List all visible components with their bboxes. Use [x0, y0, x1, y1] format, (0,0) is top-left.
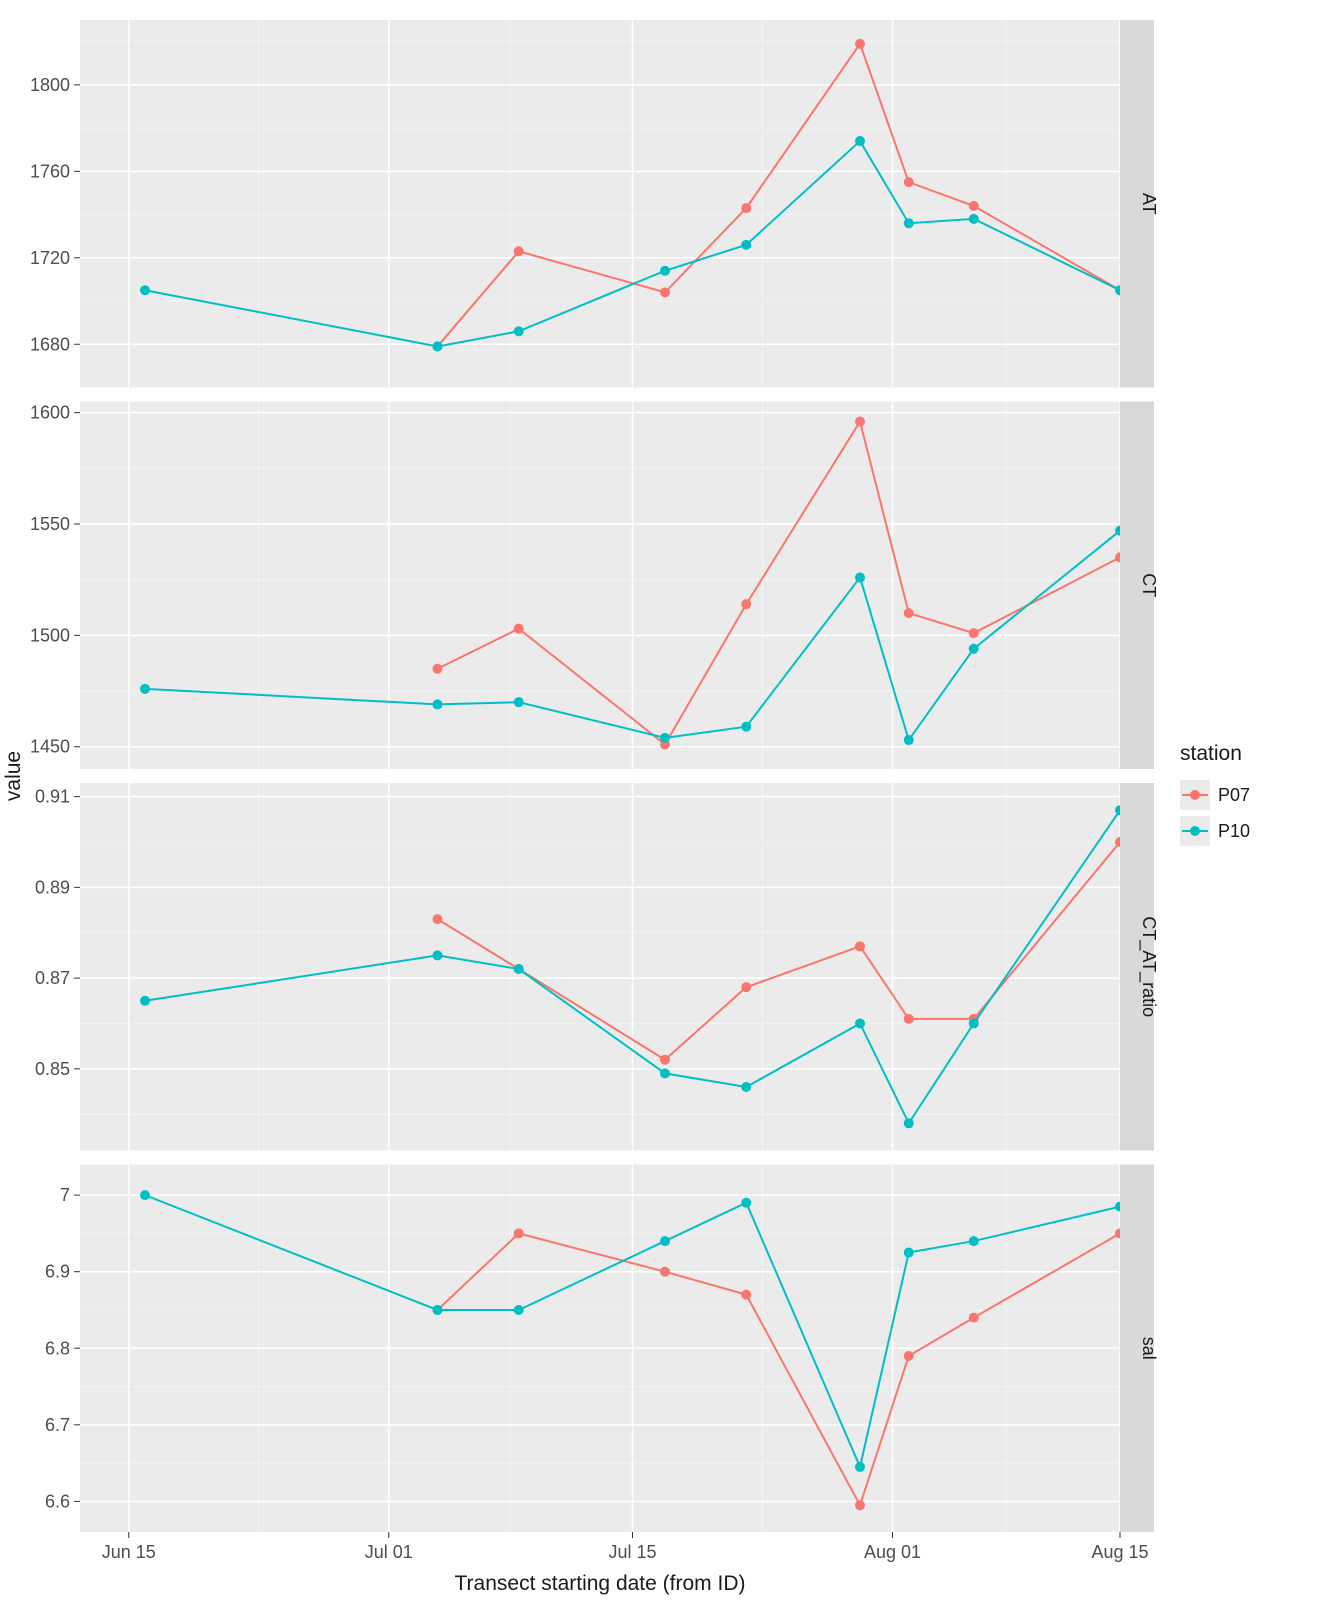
- ytick-label: 6.6: [45, 1491, 70, 1511]
- panel-sal: sal 6.6 6.7 6.8 6.9 7: [45, 1165, 1159, 1533]
- series-point-P10: [855, 1462, 865, 1472]
- series-point-P07: [904, 1351, 914, 1361]
- ytick-label: 1450: [30, 737, 70, 757]
- xtick-label: Jul 01: [365, 1542, 413, 1562]
- series-point-P10: [741, 1082, 751, 1092]
- ytick-label: 1760: [30, 161, 70, 181]
- series-point-P07: [660, 287, 670, 297]
- series-point-P07: [741, 599, 751, 609]
- facet-label: AT: [1139, 193, 1159, 215]
- xtick-label: Jun 15: [102, 1542, 156, 1562]
- series-point-P07: [514, 624, 524, 634]
- series-point-P10: [514, 326, 524, 336]
- x-axis-title: Transect starting date (from ID): [455, 1572, 746, 1595]
- ytick-label: 0.87: [35, 968, 70, 988]
- ytick-label: 7: [60, 1185, 70, 1205]
- series-point-P07: [969, 628, 979, 638]
- series-point-P10: [741, 722, 751, 732]
- faceted-line-chart: AT 1680 1720 1760 1800 CT 1450 1500 1550 1600 CT_A…: [0, 0, 1344, 1612]
- ytick-label: 1550: [30, 514, 70, 534]
- ytick-label: 1500: [30, 625, 70, 645]
- series-point-P10: [514, 697, 524, 707]
- series-point-P07: [741, 982, 751, 992]
- series-point-P07: [660, 1267, 670, 1277]
- series-point-P10: [741, 240, 751, 250]
- xtick-label: Aug 01: [864, 1542, 921, 1562]
- series-point-P10: [514, 964, 524, 974]
- series-point-P07: [855, 941, 865, 951]
- series-point-P10: [969, 644, 979, 654]
- series-point-P07: [904, 177, 914, 187]
- ytick-label: 1600: [30, 403, 70, 423]
- ytick-label: 6.8: [45, 1338, 70, 1358]
- panel-bg: [80, 20, 1120, 388]
- series-point-P10: [660, 266, 670, 276]
- legend-point-P10: [1190, 826, 1200, 836]
- ytick-label: 1680: [30, 334, 70, 354]
- ytick-label: 1800: [30, 75, 70, 95]
- ytick-label: 6.9: [45, 1262, 70, 1282]
- facet-label: CT_AT_ratio: [1138, 916, 1159, 1017]
- series-point-P07: [904, 608, 914, 618]
- series-point-P10: [904, 1248, 914, 1258]
- series-point-P07: [741, 203, 751, 213]
- series-point-P10: [741, 1198, 751, 1208]
- panel-bg: [80, 402, 1120, 770]
- ytick-label: 1720: [30, 248, 70, 268]
- series-point-P07: [969, 1313, 979, 1323]
- panel-bg: [80, 783, 1120, 1151]
- ytick-label: 6.7: [45, 1415, 70, 1435]
- legend: station P07 P10: [1180, 742, 1250, 846]
- series-point-P10: [660, 1236, 670, 1246]
- series-point-P10: [514, 1305, 524, 1315]
- legend-label: P07: [1218, 785, 1250, 805]
- series-point-P10: [969, 214, 979, 224]
- chart-svg: AT 1680 1720 1760 1800 CT 1450 1500 1550 1600 CT_A…: [0, 0, 1344, 1612]
- legend-title: station: [1180, 742, 1242, 765]
- series-point-P10: [660, 1068, 670, 1078]
- ytick-label: 0.91: [35, 787, 70, 807]
- legend-point-P07: [1190, 790, 1200, 800]
- series-point-P10: [433, 1305, 443, 1315]
- series-point-P07: [855, 417, 865, 427]
- ytick-label: 0.89: [35, 877, 70, 897]
- series-point-P10: [433, 950, 443, 960]
- panel-CT_AT_ratio: CT_AT_ratio 0.85 0.87 0.89 0.91: [35, 783, 1159, 1151]
- series-point-P10: [904, 1118, 914, 1128]
- series-point-P10: [140, 996, 150, 1006]
- panel-AT: AT 1680 1720 1760 1800: [30, 20, 1159, 388]
- xtick-label: Aug 15: [1091, 1542, 1148, 1562]
- ytick-label: 0.85: [35, 1059, 70, 1079]
- series-point-P10: [855, 136, 865, 146]
- series-point-P10: [904, 735, 914, 745]
- series-point-P07: [741, 1290, 751, 1300]
- series-point-P10: [433, 699, 443, 709]
- series-point-P10: [969, 1018, 979, 1028]
- legend-label: P10: [1218, 821, 1250, 841]
- series-point-P10: [433, 341, 443, 351]
- series-point-P07: [433, 914, 443, 924]
- series-point-P07: [904, 1014, 914, 1024]
- facet-label: CT: [1139, 573, 1159, 597]
- series-point-P10: [140, 285, 150, 295]
- series-point-P07: [433, 664, 443, 674]
- series-point-P10: [969, 1236, 979, 1246]
- series-point-P07: [969, 201, 979, 211]
- series-point-P10: [855, 1018, 865, 1028]
- series-point-P07: [855, 1500, 865, 1510]
- xtick-label: Jul 15: [608, 1542, 656, 1562]
- panel-CT: CT 1450 1500 1550 1600: [30, 402, 1159, 770]
- series-point-P10: [904, 218, 914, 228]
- series-point-P07: [855, 39, 865, 49]
- series-point-P07: [514, 1228, 524, 1238]
- series-point-P10: [855, 572, 865, 582]
- facet-label: sal: [1139, 1337, 1159, 1360]
- series-point-P07: [660, 1055, 670, 1065]
- series-point-P07: [514, 246, 524, 256]
- series-point-P10: [140, 1190, 150, 1200]
- y-axis-title: value: [2, 751, 25, 801]
- series-point-P10: [140, 684, 150, 694]
- series-point-P10: [660, 733, 670, 743]
